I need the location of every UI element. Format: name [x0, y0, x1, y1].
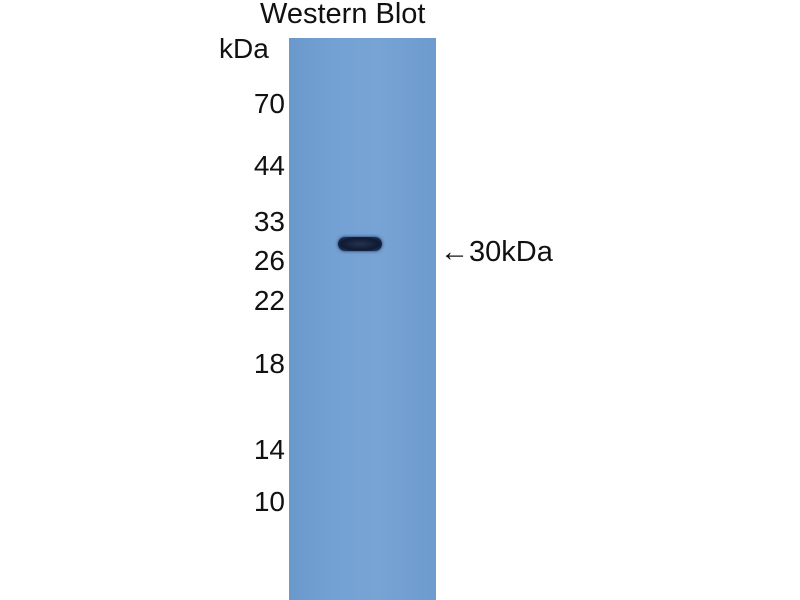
marker-label: 70 [253, 88, 285, 119]
marker-label: 22 [253, 285, 285, 316]
protein-band [338, 237, 382, 251]
blot-lane [289, 38, 436, 600]
marker-label: 33 [253, 206, 285, 237]
unit-label: kDa [219, 33, 269, 64]
marker-label: 26 [253, 245, 285, 276]
marker-label: 44 [253, 150, 285, 181]
marker-label: 10 [253, 486, 285, 517]
band-size-annotation: ←30kDa [440, 236, 553, 268]
marker-label: 18 [253, 348, 285, 379]
figure-title: Western Blot [260, 0, 426, 30]
marker-label: 14 [253, 434, 285, 465]
